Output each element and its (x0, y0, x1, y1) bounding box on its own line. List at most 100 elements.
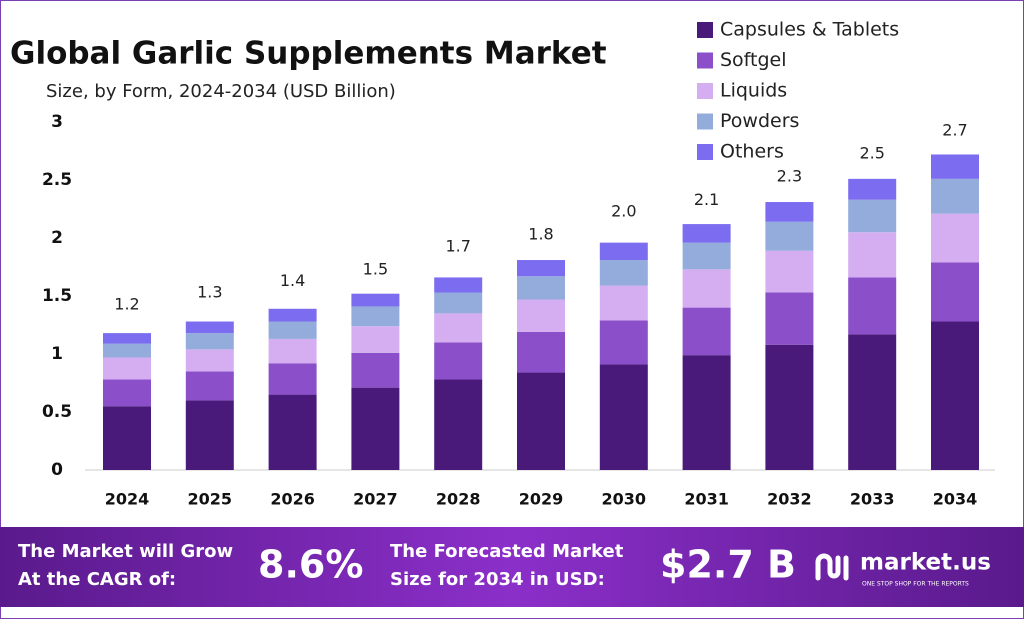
y-tick-label: 3 (51, 112, 63, 132)
x-tick-label: 2033 (850, 490, 895, 509)
total-label: 2.0 (611, 202, 636, 221)
bar-segment (848, 199, 897, 233)
bar-segment (765, 292, 814, 345)
bar-segment (268, 394, 317, 470)
bar-segment (434, 342, 483, 380)
brand-tagline: ONE STOP SHOP FOR THE REPORTS (862, 581, 969, 588)
bar-segment (351, 387, 400, 470)
bar-segment (848, 178, 897, 200)
x-tick-label: 2031 (684, 490, 729, 509)
bar-segment (434, 379, 483, 470)
footer-text: The Market will Grow (18, 541, 233, 562)
bar-segment (103, 406, 151, 470)
legend-label: Others (720, 141, 784, 163)
x-tick-label: 2028 (436, 490, 481, 509)
bar-segment (185, 371, 234, 401)
bar-segment (103, 343, 151, 358)
total-label: 2.3 (777, 167, 802, 186)
footer-text: Size for 2034 in USD: (390, 569, 605, 590)
bar-segment (517, 299, 565, 332)
bar-segment (931, 321, 979, 470)
footer-text: At the CAGR of: (18, 569, 176, 590)
x-tick-label: 2034 (933, 490, 978, 509)
legend-swatch (697, 113, 713, 130)
y-tick-label: 2 (51, 228, 63, 248)
x-tick-label: 2032 (767, 490, 812, 509)
brand-logo (815, 553, 849, 581)
x-tick-label: 2025 (188, 490, 233, 509)
x-tick-label: 2026 (270, 490, 315, 509)
bar-segment (351, 306, 400, 327)
bar-segment (765, 250, 814, 293)
x-tick-label: 2030 (602, 490, 647, 509)
bar-segment (185, 400, 234, 470)
y-tick-label: 0.5 (42, 402, 72, 422)
x-tick-label: 2029 (519, 490, 564, 509)
bar-segment (682, 269, 731, 308)
bar-segment (765, 221, 814, 251)
brand-name: market.us (860, 550, 991, 576)
y-tick-label: 1 (51, 344, 63, 364)
legend-swatch (697, 144, 713, 160)
legend-label: Softgel (720, 49, 787, 71)
y-tick-label: 0 (51, 460, 63, 480)
bar-segment (682, 224, 731, 243)
bar-segment (517, 260, 565, 277)
bar-segment (268, 308, 317, 322)
bar-segment (765, 202, 814, 222)
footer-band (0, 527, 1024, 607)
bar-segment (185, 349, 234, 372)
bar-segment (931, 154, 979, 179)
bar-segment (517, 372, 565, 470)
total-label: 2.7 (942, 120, 967, 139)
bar-segment (599, 364, 648, 470)
footer-value: $2.7 B (660, 543, 796, 587)
bar-segment (765, 344, 814, 470)
chart-title: Global Garlic Supplements Market (10, 36, 607, 72)
legend-swatch (697, 22, 713, 38)
bar-segment (517, 276, 565, 300)
bar-segment (434, 313, 483, 343)
chart-subtitle: Size, by Form, 2024-2034 (USD Billion) (46, 81, 396, 102)
bar-segment (103, 333, 151, 344)
bar-segment (268, 321, 317, 339)
legend-swatch (697, 83, 713, 99)
total-label: 1.2 (114, 294, 139, 313)
x-tick-label: 2027 (353, 490, 398, 509)
bar-segment (517, 331, 565, 373)
bar-segment (185, 333, 234, 350)
bar-segment (682, 355, 731, 470)
bar-segment (599, 260, 648, 286)
bar-segment (268, 363, 317, 395)
bar-segment (931, 213, 979, 263)
bar-segment (599, 242, 648, 261)
legend-label: Liquids (720, 80, 787, 102)
bar-segment (848, 334, 897, 470)
bar-segment (268, 338, 317, 364)
bar-segment (351, 293, 400, 307)
legend-swatch (697, 52, 713, 69)
legend-label: Powders (720, 110, 799, 132)
footer-value: 8.6% (258, 543, 363, 587)
legend-label: Capsules & Tablets (720, 19, 899, 41)
bar-segment (931, 262, 979, 322)
bar-segment (682, 242, 731, 270)
bar-segment (434, 292, 483, 314)
footer-text: The Forecasted Market (390, 541, 624, 562)
total-label: 1.7 (445, 236, 470, 255)
bar-segment (185, 321, 234, 334)
bar-segment (103, 357, 151, 380)
bar-segment (351, 326, 400, 353)
y-tick-label: 2.5 (42, 170, 72, 190)
bar-segment (848, 277, 897, 335)
total-label: 2.5 (859, 144, 884, 163)
bar-segment (351, 352, 400, 388)
bar-segment (434, 277, 483, 293)
bar-segment (599, 285, 648, 321)
total-label: 1.3 (197, 283, 222, 302)
total-label: 1.4 (280, 271, 305, 290)
bar-segment (848, 232, 897, 278)
bar-segment (599, 320, 648, 365)
